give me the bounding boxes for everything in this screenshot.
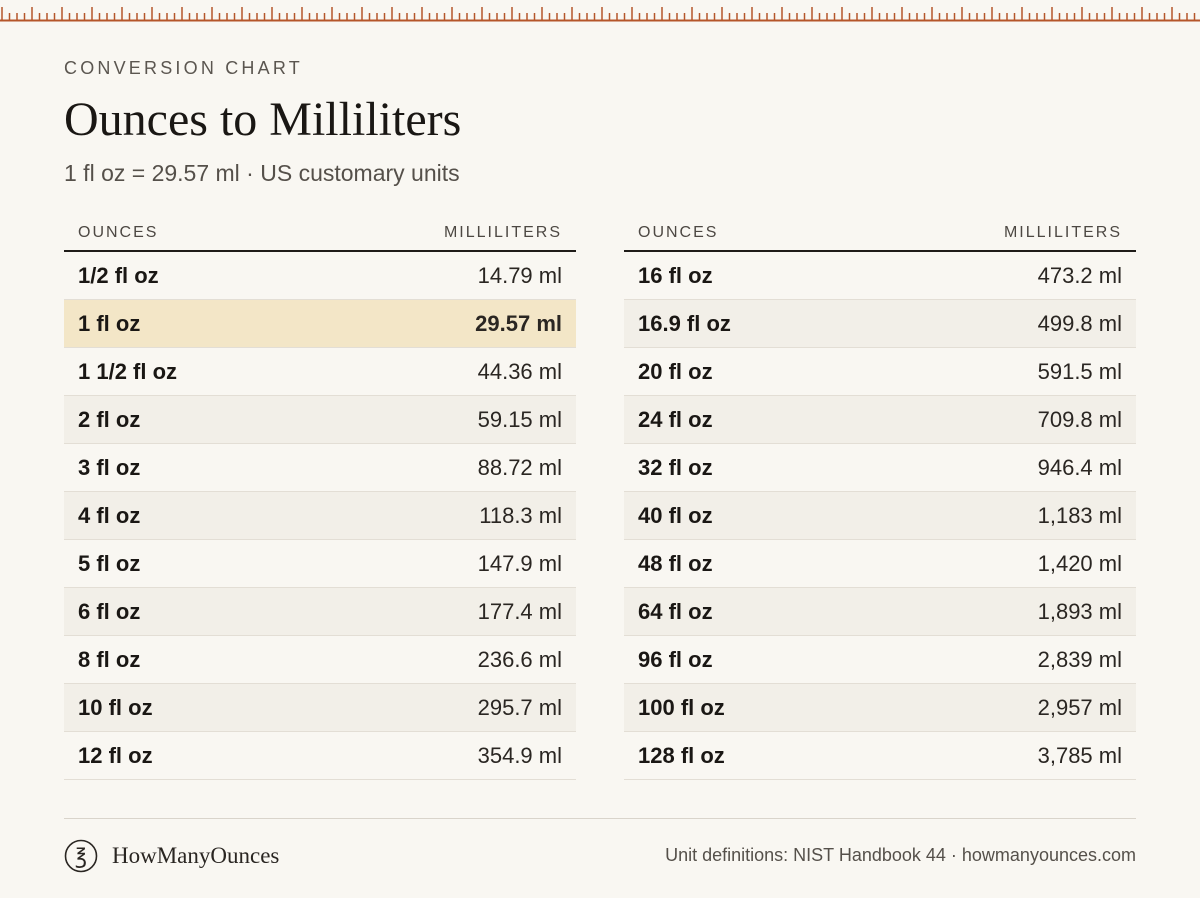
table-row: 48 fl oz 1,420 ml bbox=[624, 540, 1136, 588]
table-row: 8 fl oz 236.6 ml bbox=[64, 636, 576, 684]
page-subtitle: 1 fl oz = 29.57 ml · US customary units bbox=[64, 160, 460, 186]
milliliters-value: 499.8 ml bbox=[1037, 310, 1122, 336]
ounces-value: 40 fl oz bbox=[638, 502, 713, 528]
milliliters-value: 14.79 ml bbox=[477, 262, 562, 288]
ounces-value: 20 fl oz bbox=[638, 358, 713, 384]
table-row: 24 fl oz 709.8 ml bbox=[624, 396, 1136, 444]
milliliters-value: 2,957 ml bbox=[1037, 694, 1122, 720]
table-row: 2 fl oz 59.15 ml bbox=[64, 396, 576, 444]
table-body: 16 fl oz 473.2 ml 16.9 fl oz 499.8 ml 20 fl … bbox=[624, 252, 1136, 780]
milliliters-value: 44.36 ml bbox=[477, 358, 562, 384]
ounces-value: 16 fl oz bbox=[638, 262, 713, 288]
conversion-table-left: OUNCES MILLILITERS 1/2 fl oz 14.79 ml 1 fl… bbox=[64, 216, 576, 780]
table-row: 1 1/2 fl oz 44.36 ml bbox=[64, 348, 576, 396]
milliliters-value: 709.8 ml bbox=[1037, 406, 1122, 432]
table-row: 32 fl oz 946.4 ml bbox=[624, 444, 1136, 492]
page-title: Ounces to Milliliters bbox=[64, 93, 462, 146]
ounces-value: 24 fl oz bbox=[638, 406, 713, 432]
milliliters-value: 295.7 ml bbox=[477, 694, 562, 720]
table-row: 16.9 fl oz 499.8 ml bbox=[624, 300, 1136, 348]
milliliters-value: 591.5 ml bbox=[1037, 358, 1122, 384]
brand-logo: ℥ HowManyOunces bbox=[64, 838, 279, 874]
table-header: OUNCES MILLILITERS bbox=[624, 216, 1136, 252]
footer-divider bbox=[64, 818, 1136, 819]
column-header-ounces: OUNCES bbox=[638, 224, 719, 241]
ounces-value: 6 fl oz bbox=[78, 598, 141, 624]
ounces-value: 8 fl oz bbox=[78, 646, 141, 672]
table-row: 20 fl oz 591.5 ml bbox=[624, 348, 1136, 396]
source-credit: Unit definitions: NIST Handbook 44 · how… bbox=[665, 845, 1136, 865]
table-body: 1/2 fl oz 14.79 ml 1 fl oz 29.57 ml 1 1/2 fl… bbox=[64, 252, 576, 780]
ounces-value: 10 fl oz bbox=[78, 694, 153, 720]
milliliters-value: 29.57 ml bbox=[475, 310, 562, 336]
ounces-value: 5 fl oz bbox=[78, 550, 141, 576]
ounces-value: 48 fl oz bbox=[638, 550, 713, 576]
ounce-symbol-icon: ℥ bbox=[64, 839, 98, 873]
table-row: 4 fl oz 118.3 ml bbox=[64, 492, 576, 540]
ounces-value: 16.9 fl oz bbox=[638, 310, 731, 336]
table-row: 12 fl oz 354.9 ml bbox=[64, 732, 576, 780]
ounces-value: 128 fl oz bbox=[638, 742, 725, 768]
brand-name: HowManyOunces bbox=[112, 843, 280, 868]
milliliters-value: 946.4 ml bbox=[1037, 454, 1122, 480]
table-row-highlighted: 1 fl oz 29.57 ml bbox=[64, 300, 576, 348]
ounces-value: 1 1/2 fl oz bbox=[78, 358, 178, 384]
ounces-value: 4 fl oz bbox=[78, 502, 141, 528]
table-row: 96 fl oz 2,839 ml bbox=[624, 636, 1136, 684]
eyebrow-label: CONVERSION CHART bbox=[64, 58, 303, 78]
milliliters-value: 236.6 ml bbox=[477, 646, 562, 672]
table-row: 1/2 fl oz 14.79 ml bbox=[64, 252, 576, 300]
table-row: 40 fl oz 1,183 ml bbox=[624, 492, 1136, 540]
milliliters-value: 354.9 ml bbox=[477, 742, 562, 768]
ounces-value: 12 fl oz bbox=[78, 742, 153, 768]
milliliters-value: 2,839 ml bbox=[1037, 646, 1122, 672]
svg-text:℥: ℥ bbox=[75, 845, 87, 869]
column-header-milliliters: MILLILITERS bbox=[1003, 224, 1122, 241]
milliliters-value: 118.3 ml bbox=[479, 502, 562, 528]
ruler-decoration bbox=[0, 7, 1200, 22]
ounces-value: 100 fl oz bbox=[638, 694, 725, 720]
milliliters-value: 1,183 ml bbox=[1037, 502, 1122, 528]
table-row: 3 fl oz 88.72 ml bbox=[64, 444, 576, 492]
ounces-value: 3 fl oz bbox=[78, 454, 141, 480]
table-row: 5 fl oz 147.9 ml bbox=[64, 540, 576, 588]
milliliters-value: 59.15 ml bbox=[477, 406, 562, 432]
milliliters-value: 177.4 ml bbox=[477, 598, 562, 624]
ounces-value: 96 fl oz bbox=[638, 646, 713, 672]
ounces-value: 1 fl oz bbox=[78, 310, 141, 336]
table-row: 6 fl oz 177.4 ml bbox=[64, 588, 576, 636]
conversion-table-right: OUNCES MILLILITERS 16 fl oz 473.2 ml 16.9 … bbox=[624, 216, 1136, 780]
ounces-value: 1/2 fl oz bbox=[78, 262, 159, 288]
table-row: 10 fl oz 295.7 ml bbox=[64, 684, 576, 732]
ounces-value: 32 fl oz bbox=[638, 454, 713, 480]
table-row: 100 fl oz 2,957 ml bbox=[624, 684, 1136, 732]
milliliters-value: 1,420 ml bbox=[1037, 550, 1122, 576]
column-header-ounces: OUNCES bbox=[78, 224, 159, 241]
milliliters-value: 88.72 ml bbox=[477, 454, 562, 480]
table-row: 16 fl oz 473.2 ml bbox=[624, 252, 1136, 300]
ounces-value: 64 fl oz bbox=[638, 598, 713, 624]
table-row: 128 fl oz 3,785 ml bbox=[624, 732, 1136, 780]
milliliters-value: 1,893 ml bbox=[1037, 598, 1122, 624]
table-row: 64 fl oz 1,893 ml bbox=[624, 588, 1136, 636]
milliliters-value: 147.9 ml bbox=[477, 550, 562, 576]
ounces-value: 2 fl oz bbox=[78, 406, 141, 432]
table-header: OUNCES MILLILITERS bbox=[64, 216, 576, 252]
milliliters-value: 473.2 ml bbox=[1037, 262, 1122, 288]
column-header-milliliters: MILLILITERS bbox=[443, 224, 562, 241]
milliliters-value: 3,785 ml bbox=[1037, 742, 1122, 768]
